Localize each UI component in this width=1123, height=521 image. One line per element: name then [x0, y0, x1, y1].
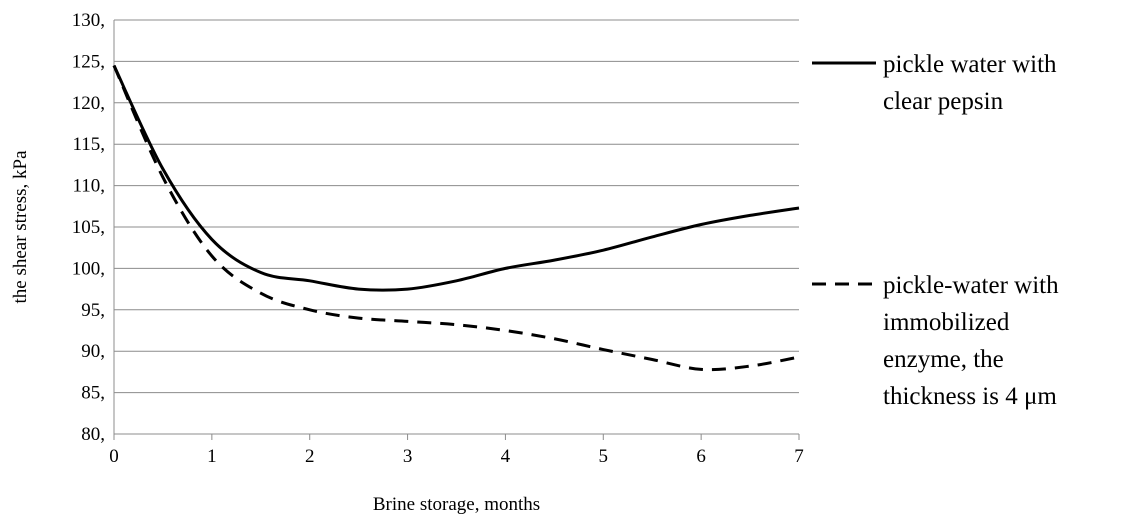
x-tick-label: 0 [109, 446, 119, 467]
legend-label-2: immobilized [883, 309, 1010, 336]
y-tick-label: 115, [72, 134, 105, 155]
y-axis-title: the shear stress, kPa [10, 150, 31, 304]
y-tick-label: 95, [81, 300, 105, 321]
y-tick-label: 105, [72, 217, 105, 238]
x-tick-label: 1 [207, 446, 217, 467]
y-tick-label: 120, [72, 93, 105, 114]
y-tick-labels: 80, 85, 90, 95, 100, 105, 110, 115, 120, 125, 130, [72, 10, 105, 445]
legend-label-1: clear pepsin [883, 88, 1004, 115]
y-tick-label: 110, [72, 176, 105, 197]
y-tick-label: 80, [81, 424, 105, 445]
gridlines [114, 19, 799, 435]
x-tick-label: 5 [599, 446, 609, 467]
x-tick-label: 6 [696, 446, 706, 467]
x-tick-label: 4 [501, 446, 511, 467]
x-axis-title: Brine storage, months [373, 494, 540, 515]
x-tick-label: 7 [794, 446, 804, 467]
legend-label-1: pickle water with [883, 51, 1057, 78]
x-tick-label: 2 [305, 446, 315, 467]
y-tick-label: 100, [72, 258, 105, 279]
y-tick-label: 90, [81, 341, 105, 362]
axes [113, 20, 800, 440]
x-tick-label: 3 [403, 446, 413, 467]
y-tick-label: 130, [72, 10, 105, 31]
legend-label-2: pickle-water with [883, 272, 1059, 299]
legend-label-2: enzyme, the [883, 346, 1004, 373]
legend: pickle water with clear pepsin pickle-wate… [812, 51, 1059, 410]
y-tick-label: 125, [72, 51, 105, 72]
y-tick-label: 85, [81, 383, 105, 404]
x-tick-labels: 0 1 2 3 4 5 6 7 [109, 446, 804, 467]
legend-label-2: thickness is 4 μm [883, 383, 1057, 410]
series-line-1 [112, 64, 800, 292]
series-lines [112, 64, 800, 372]
series-line-2 [112, 64, 800, 372]
